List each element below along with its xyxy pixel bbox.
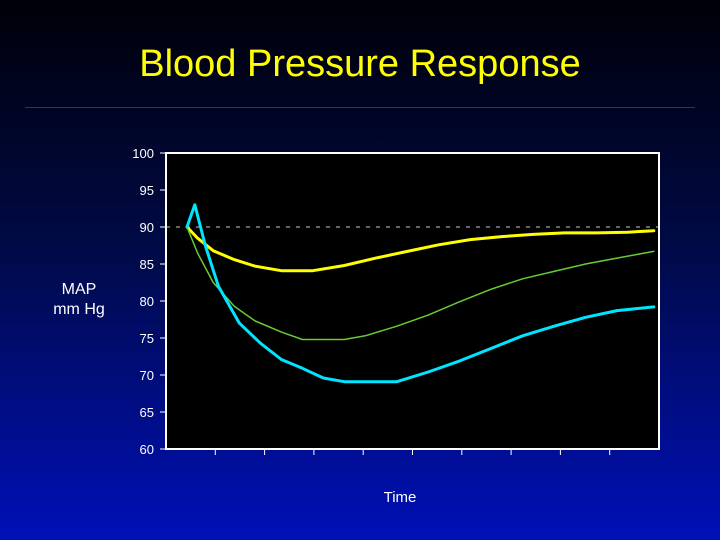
series-line — [185, 225, 656, 273]
plot-area — [166, 153, 659, 449]
plot-border — [165, 152, 660, 450]
y-tick-label: 85 — [140, 257, 154, 272]
y-tick-label: 60 — [140, 442, 154, 457]
y-tick-label: 90 — [140, 220, 154, 235]
series-line — [186, 226, 655, 341]
y-tick-label: 70 — [140, 368, 154, 383]
y-tick-label: 80 — [140, 294, 154, 309]
y-axis-label-line: MAP — [61, 281, 97, 298]
series-line — [185, 203, 656, 384]
y-tick-label: 95 — [140, 183, 154, 198]
x-axis-label: Time — [383, 489, 417, 506]
title-divider — [25, 107, 695, 108]
y-tick-label: 65 — [140, 405, 154, 420]
slide-title: Blood Pressure Response — [139, 43, 581, 85]
y-tick-label: 75 — [140, 331, 154, 346]
y-tick-label: 100 — [132, 146, 154, 161]
y-axis-label-line: mm Hg — [53, 301, 105, 318]
y-axis-label: MAP mm Hg — [40, 280, 118, 320]
